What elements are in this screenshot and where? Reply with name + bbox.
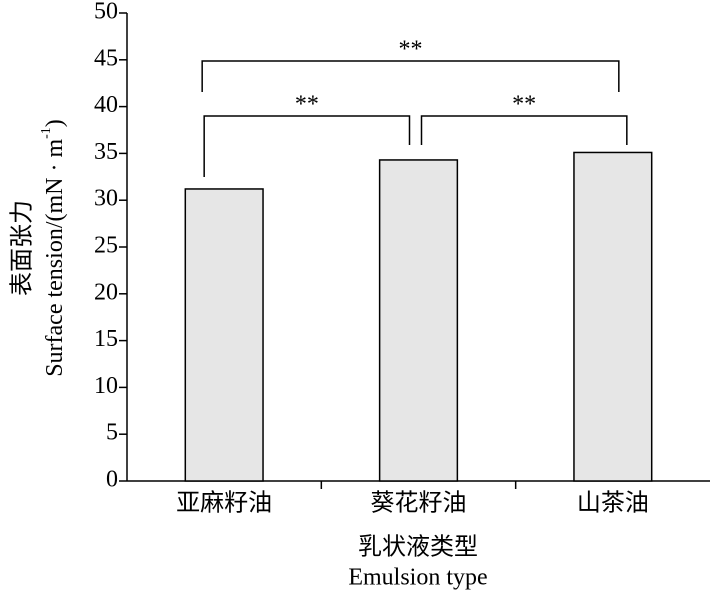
y-tick-label: 50 bbox=[94, 0, 118, 25]
significance-label: ** bbox=[512, 92, 536, 118]
y-tick-label: 10 bbox=[94, 373, 118, 399]
bar bbox=[573, 151, 653, 482]
y-axis-title: Surface tension/(mN · m-1) bbox=[39, 119, 67, 377]
x-tick-label: 山茶油 bbox=[577, 490, 649, 517]
y-axis-title-sup: -1 bbox=[39, 127, 54, 139]
significance-bracket bbox=[203, 115, 411, 177]
y-tick-label: 0 bbox=[106, 467, 118, 493]
significance-label: ** bbox=[295, 92, 319, 118]
y-axis-title-part: ) bbox=[42, 119, 68, 127]
x-tick-label: 葵花籽油 bbox=[371, 490, 467, 517]
significance-label: ** bbox=[399, 37, 423, 63]
y-tick-label: 35 bbox=[94, 139, 118, 165]
significance-bracket bbox=[420, 115, 628, 145]
y-tick-label: 25 bbox=[94, 233, 118, 259]
y-tick-label: 15 bbox=[94, 326, 118, 352]
significance-bracket bbox=[201, 60, 620, 92]
y-tick-label: 40 bbox=[94, 92, 118, 118]
y-tick-label: 45 bbox=[94, 45, 118, 71]
y-axis-title-part: Surface tension/(mN · m bbox=[42, 139, 68, 377]
y-tick-label: 30 bbox=[94, 186, 118, 212]
x-axis-title: Emulsion type bbox=[348, 565, 487, 591]
bar bbox=[184, 188, 264, 482]
y-axis-title: 表面张力 bbox=[9, 200, 36, 296]
y-tick-label: 20 bbox=[94, 279, 118, 305]
y-tick-label: 5 bbox=[106, 420, 118, 446]
bar bbox=[378, 159, 459, 482]
x-axis-title: 乳状液类型 bbox=[358, 534, 478, 561]
x-tick-label: 亚麻籽油 bbox=[176, 490, 272, 517]
